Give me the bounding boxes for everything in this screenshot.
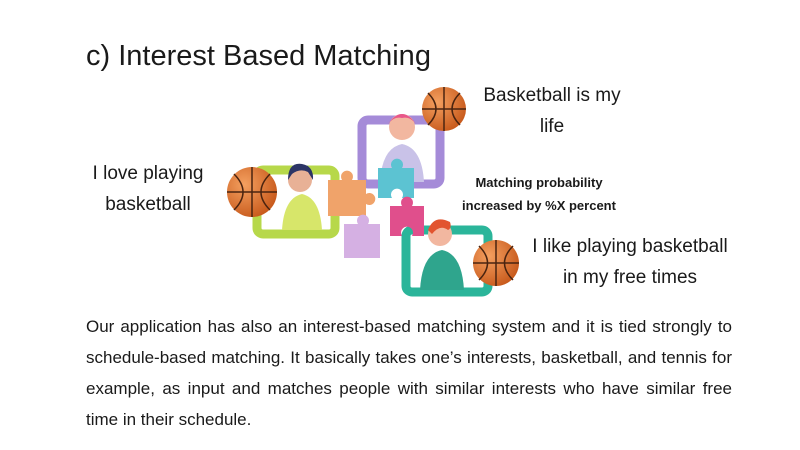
slide-title: c) Interest Based Matching	[86, 40, 431, 72]
person-avatar-icon	[282, 163, 322, 230]
matching-probability-note: Matching probability increased by %X per…	[462, 175, 616, 213]
puzzle-piece-icon	[390, 196, 424, 236]
puzzle-piece-icon	[344, 214, 380, 258]
basketball-icon	[227, 167, 277, 217]
puzzle-piece-icon	[328, 170, 376, 216]
basketball-icon	[473, 240, 519, 286]
puzzle-piece-icon	[378, 158, 414, 198]
quote-right: I like playing basketball in my free tim…	[532, 236, 728, 288]
body-paragraph: Our application has also an interest-bas…	[86, 317, 732, 429]
quote-left: I love playing basketball	[92, 163, 204, 215]
matching-illustration	[227, 87, 519, 297]
person-avatar-icon	[420, 219, 464, 290]
quote-top: Basketball is my life	[483, 85, 621, 137]
basketball-icon	[422, 87, 466, 131]
